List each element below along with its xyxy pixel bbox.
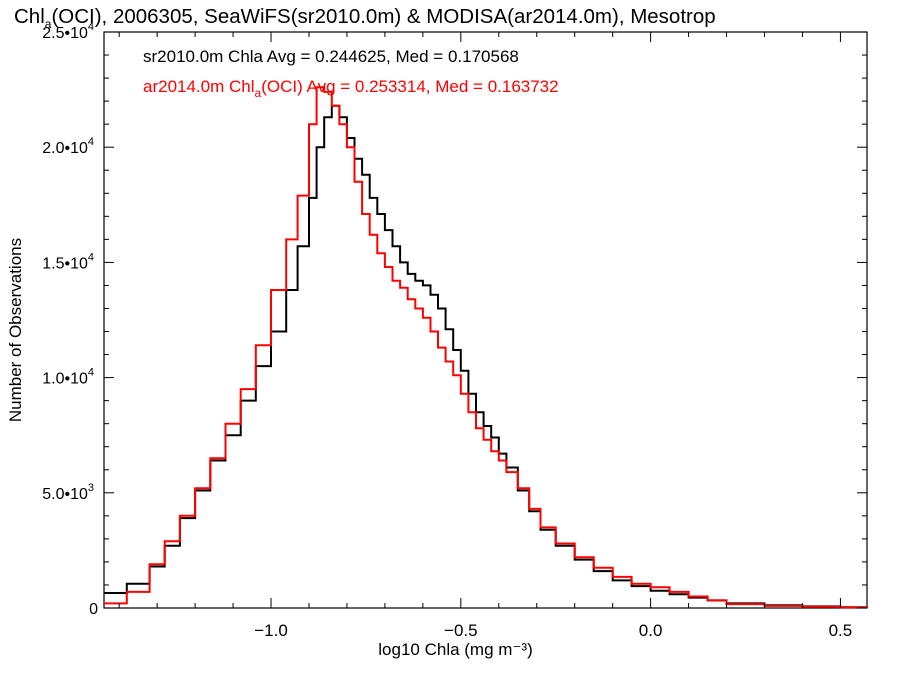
y-tick-label-2: 1.0•104 — [42, 367, 94, 388]
chart-title: Chla(OCI), 2006305, SeaWiFS(sr2010.0m) &… — [0, 4, 900, 37]
annotation-series-2-stats: ar2014.0m Chla(OCI) Avg = 0.253314, Med … — [143, 77, 559, 100]
y-axis-label: Number of Observations — [6, 238, 25, 422]
x-axis-label: log10 Chla (mg m⁻³) — [378, 640, 532, 659]
x-tick-label-2: 0.0 — [639, 621, 663, 640]
y-tick-label-1: 5.0•103 — [42, 482, 94, 503]
y-tick-label-3: 1.5•104 — [42, 251, 94, 272]
y-tick-label-0: 0 — [89, 601, 98, 618]
y-tick-label-5: 2.5•104 — [42, 21, 94, 42]
chart-title-rest: (OCI), 2006305, SeaWiFS(sr2010.0m) & MOD… — [51, 5, 716, 28]
annotation-series-1-stats: sr2010.0m Chla Avg = 0.244625, Med = 0.1… — [143, 47, 519, 66]
chart-title-prefix: Chl — [14, 5, 45, 28]
chart-title-subscript: a — [44, 17, 52, 31]
y-tick-label-4: 2.0•104 — [42, 136, 94, 157]
x-tick-label-1: −0.5 — [444, 621, 478, 640]
histogram-series-1 — [104, 104, 868, 609]
x-tick-label-0: −1.0 — [254, 621, 288, 640]
x-tick-label-3: 0.5 — [829, 621, 853, 640]
plot-area-frame — [103, 31, 868, 609]
histogram-series-2 — [104, 86, 868, 609]
